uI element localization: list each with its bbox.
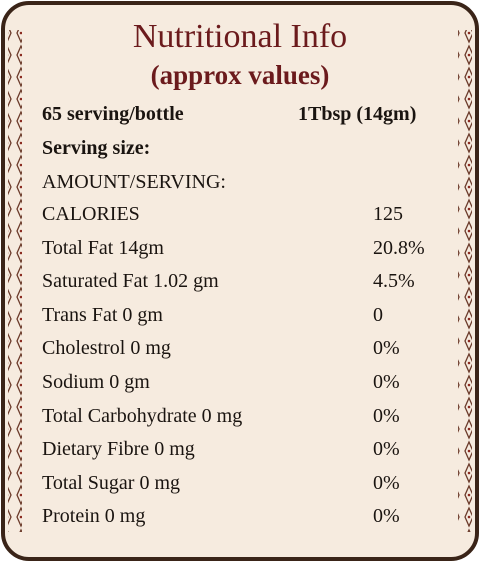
servings-per-bottle: 65 serving/bottle [42, 103, 184, 125]
subtitle: (approx values) [150, 60, 330, 90]
nutrient-name: Total Carbohydrate 0 mg [42, 404, 243, 427]
title: Nutritional Info [132, 18, 348, 55]
nutrient-name: Saturated Fat 1.02 gm [42, 270, 219, 293]
nutrient-value: 125 [373, 203, 403, 225]
nutrient-value: 0% [373, 337, 400, 360]
nutrient-value: 0% [373, 471, 400, 494]
nutrient-value: 0% [373, 404, 400, 427]
amount-heading: AMOUNT/SERVING: [42, 171, 226, 193]
nutrient-name: Protein 0 mg [42, 505, 146, 528]
serving-size-label: Serving size: [42, 137, 151, 159]
nutrient-value: 0% [373, 505, 400, 528]
nutrient-value: 20.8% [373, 236, 425, 259]
nutrient-value: 4.5% [373, 270, 415, 293]
serving-size: 1Tbsp (14gm) [298, 103, 417, 125]
nutrient-name: CALORIES [42, 203, 140, 225]
nutrient-name: Trans Fat 0 gm [42, 303, 163, 326]
nutrient-value: 0 [373, 303, 383, 326]
nutrient-name: Total Fat 14gm [42, 236, 164, 259]
nutrient-name: Dietary Fibre 0 mg [42, 438, 195, 461]
nutrient-value: 0% [373, 371, 400, 393]
nutrient-name: Cholestrol 0 mg [42, 337, 171, 360]
nutrient-name: Sodium 0 gm [42, 371, 150, 393]
nutrient-name: Total Sugar 0 mg [42, 471, 181, 494]
nutrient-value: 0% [373, 438, 400, 461]
